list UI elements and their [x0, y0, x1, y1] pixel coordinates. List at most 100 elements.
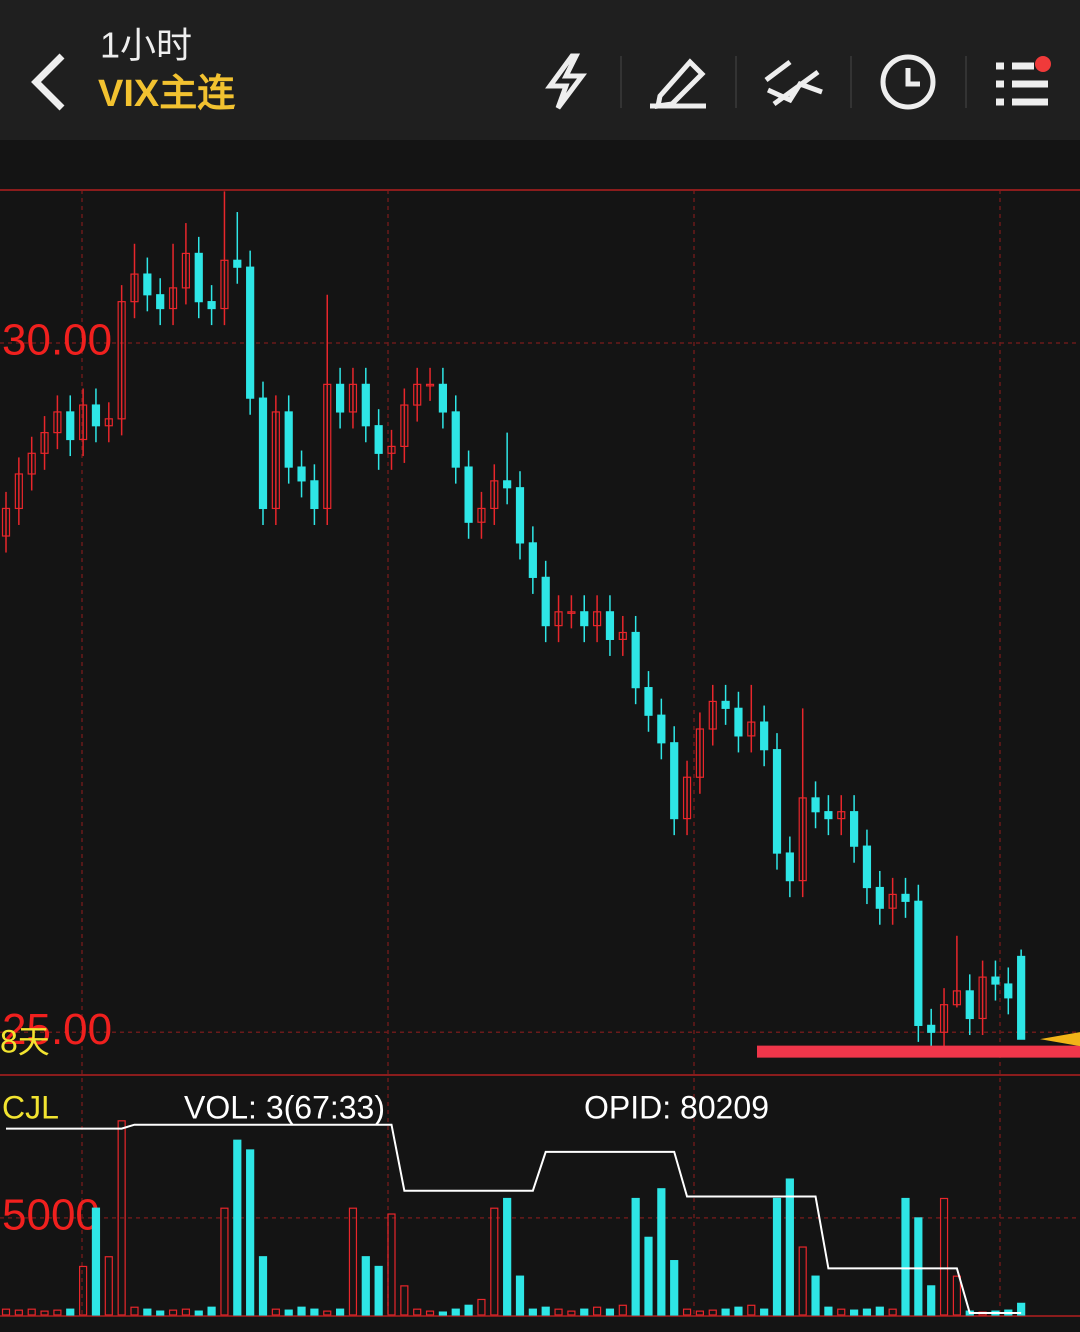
candle-body — [400, 404, 409, 448]
candle-body — [554, 611, 563, 627]
candle-body — [592, 611, 602, 627]
draw-icon[interactable] — [650, 58, 706, 109]
candle-body — [323, 383, 332, 510]
candle-body — [927, 1024, 936, 1033]
candle-body — [515, 487, 525, 544]
volume-bar — [490, 1207, 499, 1316]
last-price-marker — [1040, 1032, 1080, 1047]
volume-bar — [271, 1308, 280, 1316]
volume-bar — [323, 1310, 332, 1316]
candle-body — [490, 480, 499, 510]
candle-body — [541, 576, 550, 627]
interval[interactable]: 1小时 — [100, 25, 192, 66]
candle-body — [78, 404, 88, 441]
indicator-icon[interactable] — [764, 60, 823, 107]
volume-bar — [554, 1308, 563, 1316]
candle-body — [130, 273, 139, 303]
volume-bar — [708, 1309, 717, 1316]
volume-bar — [374, 1265, 383, 1316]
candle-body — [53, 411, 62, 434]
candle-body — [618, 631, 627, 640]
candle-body — [477, 507, 486, 523]
volume-bar — [644, 1236, 653, 1316]
menu-icon[interactable] — [996, 62, 1048, 106]
volume-bar — [914, 1217, 923, 1316]
vol-label: VOL: 3(67:33) — [184, 1089, 385, 1125]
volume-bar — [927, 1285, 936, 1316]
volume-bar — [117, 1120, 126, 1316]
candle-body — [297, 466, 306, 482]
candle-body — [747, 721, 756, 737]
candle-body — [1, 507, 11, 537]
candle-body — [14, 473, 23, 510]
volume-bar — [541, 1306, 550, 1316]
volume-bar — [631, 1197, 640, 1316]
volume-bar — [27, 1308, 36, 1316]
candle-body — [413, 383, 422, 406]
candle-body — [978, 976, 987, 1020]
volume-bar — [824, 1306, 833, 1316]
candle-body — [156, 294, 165, 310]
volume-bar — [811, 1275, 820, 1316]
volume-bar — [413, 1308, 422, 1316]
volume-bar — [207, 1306, 216, 1316]
candle-body — [991, 976, 1000, 985]
volume-bar — [246, 1149, 255, 1316]
candle-body — [734, 707, 743, 737]
candle-body — [1017, 955, 1026, 1040]
candle-body — [914, 900, 923, 1026]
volume-bar — [849, 1309, 859, 1316]
back-button[interactable] — [31, 53, 65, 111]
volume-bar — [387, 1213, 396, 1316]
volume-bar — [297, 1306, 306, 1316]
volume-bar — [734, 1306, 743, 1316]
volume-bar — [66, 1308, 75, 1316]
volume-bar — [785, 1178, 794, 1316]
volume-bar — [40, 1310, 49, 1316]
y-tick-label: 25.00 — [2, 1005, 112, 1054]
indicator-name: CJL — [2, 1089, 59, 1125]
toolbar — [545, 53, 1051, 110]
candle-body — [965, 990, 974, 1020]
candle-body — [246, 266, 255, 399]
clock-icon[interactable] — [880, 54, 936, 110]
candle-body — [374, 425, 383, 454]
volume-bar — [1017, 1302, 1026, 1316]
candle-body — [670, 742, 679, 820]
candle-body — [695, 728, 705, 778]
opid-label: OPID: 80209 — [584, 1089, 769, 1125]
candle-body — [181, 252, 190, 289]
volume-bar — [747, 1304, 756, 1316]
volume-bar — [220, 1207, 229, 1316]
candle-body — [862, 845, 872, 889]
flash-icon[interactable] — [545, 53, 587, 110]
candle-body — [425, 383, 435, 387]
volume-bar — [438, 1311, 447, 1316]
candle-body — [91, 404, 101, 427]
candle-body — [657, 714, 666, 744]
candle-body — [708, 700, 717, 730]
volume-bar — [528, 1308, 537, 1316]
volume-bar — [901, 1197, 910, 1316]
volume-bar — [284, 1309, 293, 1316]
volume-bar — [798, 1246, 807, 1316]
candle-body — [631, 631, 640, 689]
volume-bar — [695, 1310, 705, 1316]
symbol[interactable]: VIX主连 — [98, 73, 235, 115]
candle-body — [721, 700, 730, 709]
volume-bar — [592, 1306, 602, 1316]
clock-hands — [905, 68, 920, 87]
volume-bar — [772, 1197, 782, 1316]
candle-body — [66, 411, 75, 441]
candle-body — [888, 893, 897, 909]
candle-body — [528, 542, 537, 578]
y-tick-label: 30.00 — [2, 316, 112, 365]
volume-bar — [425, 1310, 435, 1316]
candle-body — [220, 259, 229, 310]
volume-bar — [400, 1285, 409, 1316]
volume-bar — [348, 1207, 358, 1316]
volume-bar — [618, 1304, 627, 1316]
candle-body — [580, 611, 589, 627]
candle-body — [336, 383, 345, 413]
